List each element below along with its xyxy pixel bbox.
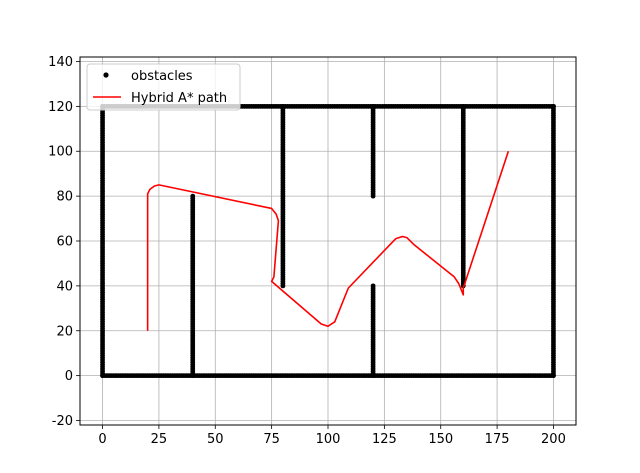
hybrid-a-star-path-line	[146, 150, 510, 331]
obstacle-point	[280, 103, 286, 109]
obstacle-point	[551, 103, 556, 109]
y-tick-label: 140	[48, 55, 73, 70]
obstacle-point	[460, 103, 466, 109]
x-tick-label: 150	[428, 432, 453, 447]
y-axis: -20 0 20 40 60 80 100 120 140	[48, 55, 80, 429]
y-tick-label: 20	[56, 324, 73, 339]
legend-label-path: Hybrid A* path	[131, 91, 227, 106]
legend-marker-obstacles	[103, 72, 109, 78]
y-tick-label: 40	[56, 279, 73, 294]
y-tick-label: -20	[52, 414, 73, 429]
obstacle-point	[370, 103, 376, 109]
legend-box	[86, 63, 241, 111]
x-tick-label: 175	[485, 432, 510, 447]
y-tick-label: 60	[56, 235, 73, 250]
obstacle-series	[100, 103, 556, 379]
obstacle-point	[370, 283, 376, 289]
y-tick-label: 80	[56, 190, 73, 205]
x-tick-label: 100	[316, 432, 341, 447]
legend-label-obstacles: obstacles	[131, 69, 193, 84]
y-tick-label: 0	[65, 369, 73, 384]
y-tick-label: 120	[48, 100, 73, 115]
x-tick-label: 75	[263, 432, 280, 447]
grid	[80, 57, 576, 425]
y-tick-label: 100	[48, 145, 73, 160]
x-tick-label: 25	[151, 432, 168, 447]
x-tick-label: 50	[207, 432, 224, 447]
path-series	[146, 150, 510, 331]
x-tick-label: 125	[372, 432, 397, 447]
x-tick-label: 200	[541, 432, 566, 447]
obstacle-point	[190, 193, 196, 199]
x-axis: 0 25 50 75 100 125 150 175 200	[98, 425, 566, 447]
x-tick-label: 0	[98, 432, 106, 447]
legend: obstacles Hybrid A* path	[86, 63, 241, 111]
